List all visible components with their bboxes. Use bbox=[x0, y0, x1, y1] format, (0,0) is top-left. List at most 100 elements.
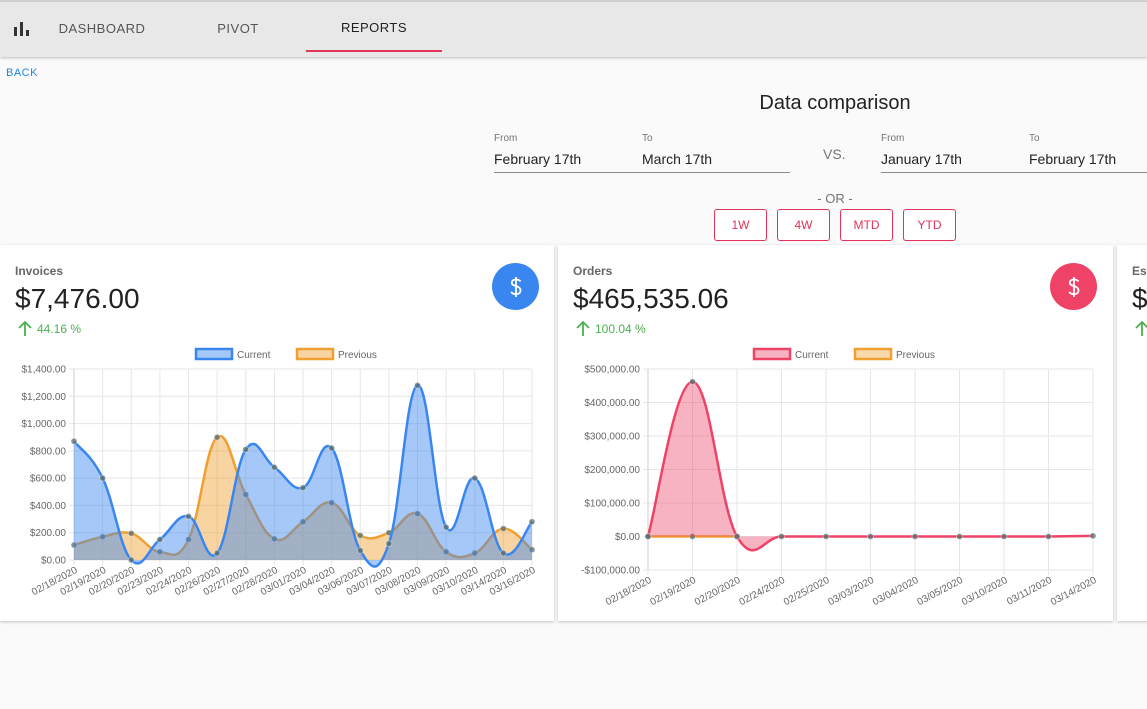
tab-pivot[interactable]: PIVOT bbox=[217, 20, 259, 36]
card-title: Orders bbox=[573, 264, 613, 278]
data-point bbox=[442, 523, 450, 531]
data-point bbox=[1045, 533, 1052, 540]
y-tick-label: $100,000.00 bbox=[584, 499, 640, 510]
top-nav-bar: DASHBOARD PIVOT REPORTS bbox=[0, 0, 1147, 57]
field-label: To bbox=[1029, 133, 1040, 144]
card-title: Invoices bbox=[15, 264, 64, 278]
x-tick-label: 02/25/2020 bbox=[782, 575, 832, 608]
legend-swatch bbox=[194, 347, 234, 361]
series-area-current bbox=[74, 385, 532, 567]
data-point bbox=[1089, 532, 1097, 540]
data-point bbox=[127, 556, 135, 564]
data-point bbox=[156, 548, 164, 556]
data-point bbox=[270, 535, 278, 543]
invoices-card: Invoices $7,476.00 44.16 % $0.00 $200.00 $… bbox=[0, 245, 554, 621]
data-point bbox=[328, 499, 336, 507]
y-tick-label: $400.00 bbox=[30, 501, 67, 512]
data-point bbox=[185, 536, 192, 544]
y-tick-label: $600.00 bbox=[30, 474, 67, 485]
legend-swatch bbox=[295, 347, 335, 361]
tab-dashboard[interactable]: DASHBOARD bbox=[58, 20, 146, 36]
field-label: From bbox=[881, 133, 905, 144]
data-point bbox=[156, 536, 164, 544]
vs-label: VS. bbox=[823, 146, 846, 162]
data-point bbox=[689, 378, 696, 386]
data-point bbox=[689, 533, 696, 540]
preset-mtd-button[interactable]: MTD bbox=[840, 209, 893, 241]
data-point bbox=[70, 437, 78, 445]
arrow-up-icon bbox=[576, 321, 590, 336]
data-point bbox=[956, 533, 963, 540]
data-point bbox=[328, 444, 336, 452]
back-link[interactable]: BACK bbox=[6, 67, 38, 79]
data-point bbox=[867, 533, 874, 540]
data-point bbox=[99, 474, 107, 482]
legend-label: Previous bbox=[338, 350, 377, 361]
data-point bbox=[242, 445, 250, 453]
field-value: January 17th bbox=[881, 151, 962, 167]
x-tick-label: 03/03/2020 bbox=[827, 575, 877, 608]
card-change: 100.04 % bbox=[575, 321, 646, 337]
legend-swatch bbox=[853, 347, 893, 361]
data-point bbox=[528, 546, 536, 554]
x-tick-label: 03/10/2020 bbox=[960, 575, 1010, 608]
tab-reports[interactable]: REPORTS bbox=[306, 4, 442, 52]
y-tick-label: $1,000.00 bbox=[22, 419, 67, 430]
data-point bbox=[471, 549, 479, 557]
previous-to-field[interactable]: To February 17th bbox=[1029, 133, 1147, 173]
card-change-value: 44.16 % bbox=[37, 322, 82, 336]
x-tick-label: 03/05/2020 bbox=[916, 575, 966, 608]
card-title: Es bbox=[1132, 264, 1147, 278]
x-tick-label: 02/19/2020 bbox=[649, 575, 699, 608]
data-point bbox=[385, 540, 393, 548]
data-point bbox=[127, 529, 135, 537]
y-tick-label: $200.00 bbox=[30, 528, 67, 539]
data-point bbox=[213, 433, 221, 441]
dollar-icon bbox=[1050, 263, 1097, 310]
data-point bbox=[356, 531, 364, 539]
data-point bbox=[70, 541, 78, 549]
dollar-icon bbox=[492, 263, 539, 310]
data-point bbox=[213, 549, 221, 557]
x-tick-label: 03/04/2020 bbox=[871, 575, 921, 608]
invoices-chart: $0.00 $200.00 $400.00 $600.00 $800.00 $1,000.… bbox=[22, 347, 538, 598]
field-value: February 17th bbox=[494, 151, 582, 167]
data-point bbox=[299, 518, 307, 526]
preset-4w-button[interactable]: 4W bbox=[777, 209, 830, 241]
data-point bbox=[644, 533, 652, 540]
series-line-previous bbox=[73, 434, 533, 559]
data-point bbox=[242, 491, 250, 499]
data-point bbox=[414, 510, 421, 518]
data-point bbox=[414, 381, 421, 389]
card-change: 44.16 % bbox=[17, 321, 81, 337]
y-tick-label: $400,000.00 bbox=[584, 398, 640, 409]
data-point bbox=[778, 533, 785, 540]
data-point bbox=[911, 533, 919, 540]
legend-swatch bbox=[752, 347, 792, 361]
x-tick-label: 03/14/2020 bbox=[1049, 575, 1099, 608]
x-tick-label: 02/24/2020 bbox=[738, 575, 788, 608]
field-label: To bbox=[642, 133, 653, 144]
card-change-value: 100.04 % bbox=[595, 322, 646, 336]
card-amount: $ bbox=[1132, 283, 1147, 314]
current-to-field[interactable]: To March 17th bbox=[642, 133, 790, 173]
x-tick-label: 02/20/2020 bbox=[693, 575, 743, 608]
current-from-field[interactable]: From February 17th bbox=[494, 133, 642, 173]
page-title: Data comparison bbox=[759, 92, 911, 114]
y-tick-label: $0.00 bbox=[41, 556, 66, 567]
card-amount: $465,535.06 bbox=[573, 283, 729, 314]
field-label: From bbox=[494, 133, 518, 144]
orders-card: Orders $465,535.06 100.04 % -$100,000.00… bbox=[558, 245, 1113, 621]
preset-1w-button[interactable]: 1W bbox=[714, 209, 767, 241]
data-point bbox=[185, 512, 192, 520]
previous-from-field[interactable]: From January 17th bbox=[881, 133, 1029, 173]
legend-label: Previous bbox=[896, 350, 935, 361]
data-point bbox=[733, 533, 741, 540]
or-separator: - OR - bbox=[817, 191, 853, 206]
data-point bbox=[822, 533, 830, 540]
bar-chart-icon[interactable] bbox=[14, 22, 30, 36]
data-point bbox=[1000, 533, 1008, 540]
y-tick-label: $300,000.00 bbox=[584, 432, 640, 443]
preset-ytd-button[interactable]: YTD bbox=[903, 209, 956, 241]
arrow-up-icon bbox=[1135, 321, 1147, 336]
